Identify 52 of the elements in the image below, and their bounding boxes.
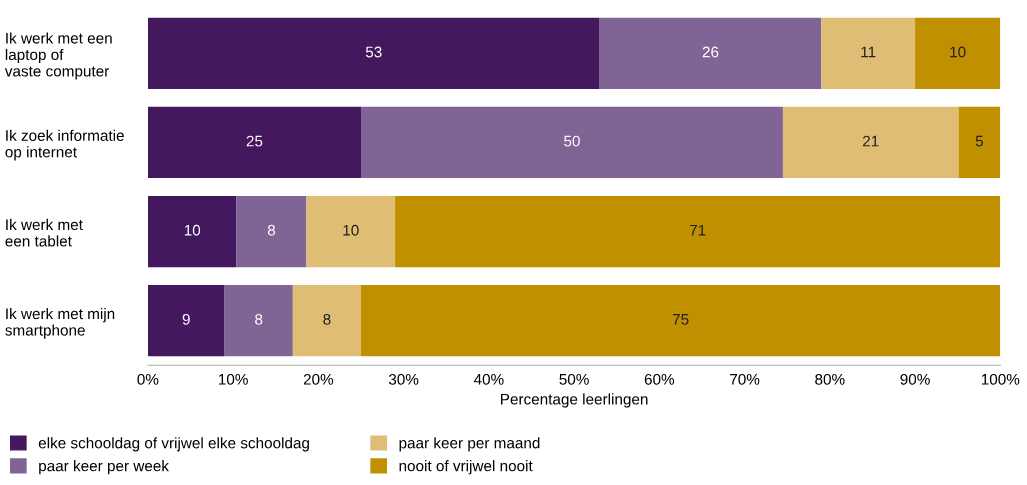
data-label: 75 [672, 314, 689, 325]
bar [224, 285, 293, 357]
legend-label: nooit of vrijwel nooit [399, 460, 533, 475]
data-label: 71 [689, 224, 706, 236]
y-tick-label: Ik werk met mijn smartphone [5, 307, 115, 339]
data-label: 10 [184, 224, 201, 236]
data-label: 11 [861, 46, 876, 58]
x-axis-title: Percentage leerlingen [501, 393, 648, 408]
data-label: 10 [950, 46, 966, 58]
x-tick-label: 10% [219, 373, 248, 385]
legend-label: elke schooldag of vrijwel elke schooldag [38, 437, 309, 452]
bar [147, 285, 225, 357]
bar [147, 195, 237, 268]
data-label: 10 [343, 224, 359, 236]
data-label: 25 [246, 135, 263, 147]
data-label: 8 [323, 313, 331, 325]
bar [821, 17, 916, 89]
x-tick-label: 30% [388, 373, 419, 385]
bar [292, 285, 361, 357]
y-tick-label: Ik werk met een laptop of vaste computer [4, 32, 112, 80]
data-label: 53 [365, 46, 382, 58]
x-tick-label: 50% [559, 373, 589, 385]
bar [915, 17, 1001, 89]
x-tick-label: 60% [644, 373, 675, 385]
bar [395, 195, 1001, 268]
data-label: 26 [702, 46, 719, 58]
bar [360, 106, 783, 179]
data-label: 21 [863, 135, 879, 147]
data-label: 8 [255, 313, 263, 325]
bar [782, 106, 959, 179]
legend-label: paar keer per maand [399, 437, 540, 452]
bar [147, 106, 361, 179]
bar [360, 285, 1001, 357]
x-tick-label: 20% [303, 373, 334, 385]
y-tick-label: Ik zoek informatie op internet [5, 129, 124, 161]
data-label: 50 [564, 135, 580, 147]
x-tick-label: 40% [473, 373, 504, 385]
bar [958, 106, 1001, 179]
x-tick-label: 0% [137, 373, 159, 385]
bar [599, 17, 822, 89]
data-label: 8 [267, 224, 276, 236]
x-tick-label: 70% [730, 373, 760, 385]
x-tick-label: 80% [815, 373, 845, 385]
y-tick-label: Ik werk met een tablet [5, 218, 83, 247]
bar [306, 195, 396, 268]
data-label: 9 [182, 313, 190, 325]
legend-label: paar keer per week [39, 460, 169, 475]
data-label: 5 [975, 135, 984, 147]
bar [236, 195, 307, 268]
x-tick-label: 100% [981, 373, 1020, 385]
x-tick-label: 90% [900, 373, 930, 385]
bar [147, 17, 600, 89]
